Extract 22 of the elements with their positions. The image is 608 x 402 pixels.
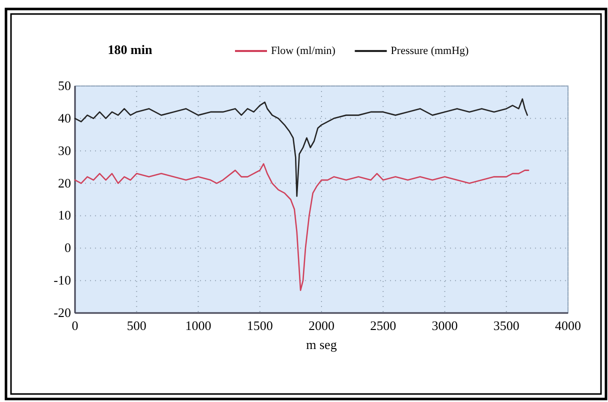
line-series xyxy=(74,98,528,197)
x-tick-label: 1500 xyxy=(246,318,273,333)
x-tick-label: 3500 xyxy=(493,318,520,333)
line-series xyxy=(74,163,530,291)
x-tick-label: 3000 xyxy=(432,318,458,333)
x-tick-label: 1000 xyxy=(185,318,212,333)
y-tick-label: 20 xyxy=(58,175,71,190)
x-tick-label: 500 xyxy=(126,318,146,333)
x-tick-label: 2500 xyxy=(370,318,396,333)
y-tick-label: -10 xyxy=(54,272,71,288)
y-tick-label: -20 xyxy=(54,305,71,320)
chart-title: 180 min xyxy=(108,42,153,57)
y-tick-label: 40 xyxy=(58,110,71,126)
y-tick-label: 0 xyxy=(64,240,71,256)
legend-label: Pressure (mmHg) xyxy=(390,45,470,57)
y-tick-label: 10 xyxy=(58,208,71,223)
legend-label: Flow (ml/min) xyxy=(271,45,336,57)
x-tick-label: 2000 xyxy=(308,318,334,333)
x-tick-label: 4000 xyxy=(555,318,581,333)
y-tick-label: 50 xyxy=(58,78,71,93)
y-tick-label: 30 xyxy=(58,142,71,158)
x-axis-title: m seg xyxy=(306,337,338,352)
